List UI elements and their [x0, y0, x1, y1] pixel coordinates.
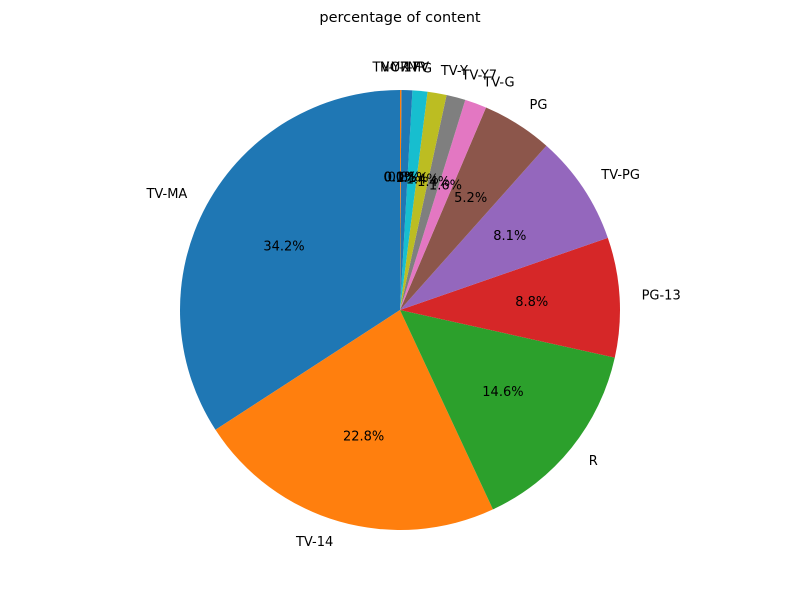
slice-pct-tv-14: 22.8%	[343, 429, 384, 444]
slice-pct-nr: 0.8%	[388, 171, 421, 186]
slice-pct-ur: 0.0%	[383, 171, 416, 186]
slice-pct-tv-pg: 8.1%	[493, 229, 526, 244]
slice-label-tv-y7-fv: TV-Y7-FV	[372, 61, 430, 76]
slice-label-tv-ma: TV-MA	[145, 187, 187, 202]
slice-label-tv-y7: TV-Y7	[461, 68, 497, 83]
pie-slice-g	[400, 90, 428, 311]
slice-pct-tv-y: 1.4%	[406, 172, 439, 187]
pie-slice-tv-ma	[180, 90, 400, 430]
slice-label-tv-g: TV-G	[482, 75, 514, 90]
slice-pct-tv-y7: 1.4%	[417, 175, 450, 190]
slice-label-ur: UR	[391, 61, 410, 76]
slice-pct-pg: 5.2%	[454, 191, 487, 206]
slice-label-r: R	[589, 454, 598, 469]
slice-pct-g: 1.1%	[395, 171, 428, 186]
slice-pct-tv-y7-fv: 0.1%	[384, 171, 417, 186]
pie-slice-tv-14	[215, 310, 493, 530]
slice-label-nr: NR	[408, 61, 427, 76]
slice-pct-r: 14.6%	[482, 385, 523, 400]
pie-slice-pg	[400, 107, 547, 310]
slice-label-nc-17: NC-17	[380, 61, 420, 76]
slice-label-tv-pg: TV-PG	[600, 168, 640, 183]
pie-slice-tv-g	[400, 99, 487, 310]
chart-title: percentage of content	[319, 10, 481, 26]
slice-label-pg: PG	[530, 98, 548, 113]
slice-pct-tv-ma: 34.2%	[263, 240, 304, 255]
slice-pct-tv-g: 1.6%	[429, 179, 462, 194]
pie-slice-pg-13	[400, 237, 620, 358]
pie-slice-tv-y7	[400, 94, 466, 311]
slice-label-pg-13: PG-13	[642, 288, 681, 303]
slice-label-tv-14: TV-14	[295, 535, 333, 550]
pie-slice-tv-y7-fv	[400, 90, 402, 310]
pie-slice-tv-pg	[400, 145, 608, 310]
pie-slice-tv-y	[400, 91, 447, 310]
pie-slices	[180, 90, 620, 530]
pie-labels: TV-MA 34.2% TV-14 22.8% R 14.6% PG-13 8.8% TV-PG…	[145, 61, 680, 551]
slice-label-g: G	[422, 62, 432, 77]
slice-pct-nc-17: 0.0%	[383, 171, 416, 186]
slice-label-tv-y: TV-Y	[440, 64, 468, 79]
pie-slice-nr	[400, 90, 413, 310]
slice-pct-pg-13: 8.8%	[515, 295, 548, 310]
pie-slice-r	[400, 310, 615, 510]
